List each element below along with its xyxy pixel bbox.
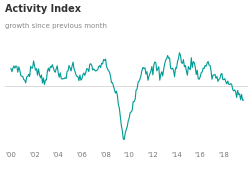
Text: growth since previous month: growth since previous month: [5, 23, 107, 29]
Text: Activity Index: Activity Index: [5, 4, 81, 13]
